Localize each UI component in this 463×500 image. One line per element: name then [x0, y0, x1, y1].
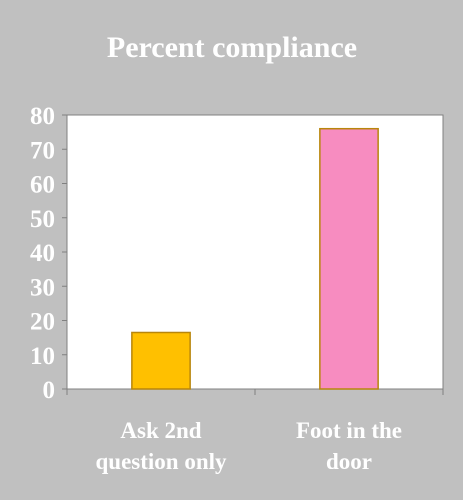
y-tick-label: 60 [30, 172, 55, 199]
x-category-label: door [326, 449, 372, 474]
chart-title: Percent compliance [107, 31, 357, 64]
y-tick-label: 80 [30, 103, 55, 130]
y-axis: 0 10 20 30 40 50 60 70 80 [30, 103, 67, 404]
y-tick-label: 20 [30, 309, 55, 336]
y-tick-label: 70 [30, 137, 55, 164]
plot-area [66, 114, 444, 390]
x-category-label: Foot in the [296, 418, 402, 443]
bar [131, 331, 191, 390]
y-tick-label: 50 [30, 206, 55, 233]
bars [131, 127, 379, 390]
y-tick-label: 0 [43, 377, 56, 404]
y-tick-label: 40 [30, 240, 55, 267]
bar [319, 127, 379, 390]
y-tick-label: 30 [30, 274, 55, 301]
y-tick-label: 10 [30, 343, 55, 370]
x-axis-labels: Ask 2nd question only Foot in the door [66, 389, 444, 474]
x-category-label: question only [95, 449, 227, 474]
x-category-label: Ask 2nd [120, 418, 201, 443]
